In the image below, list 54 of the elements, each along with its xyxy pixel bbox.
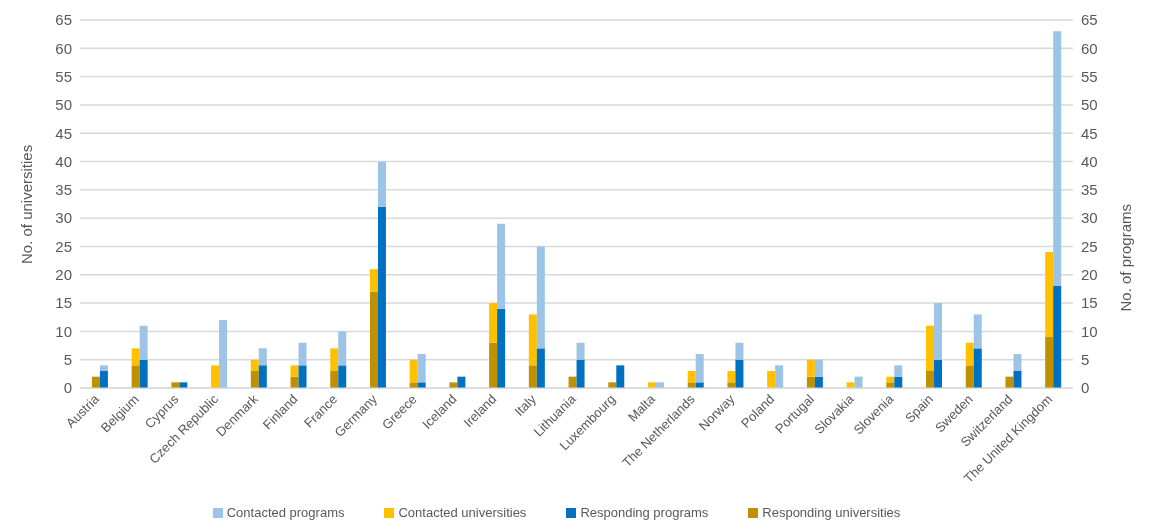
legend-label: Contacted programs (226, 505, 345, 520)
bar (973, 314, 982, 349)
y2-tick-label: 40 (1081, 152, 1098, 170)
y2-tick-label: 0 (1081, 379, 1090, 397)
legend-label: Contacted universities (398, 505, 527, 520)
bar (369, 269, 378, 292)
y-tick-label: 55 (55, 67, 72, 85)
y-tick-label: 50 (55, 96, 72, 114)
y2-tick-label: 55 (1081, 67, 1098, 85)
y2-tick-label: 50 (1081, 96, 1098, 114)
bar (139, 325, 148, 360)
y-tick-label: 65 (55, 11, 72, 29)
bar (735, 359, 744, 388)
bar (695, 354, 704, 383)
y-axis-title: No. of universities (18, 144, 36, 264)
y2-tick-label: 45 (1081, 124, 1098, 142)
y2-tick-label: 5 (1081, 351, 1090, 369)
y2-tick-label: 30 (1081, 209, 1098, 227)
y2-tick-label: 20 (1081, 266, 1098, 284)
bar (536, 246, 545, 349)
y-tick-label: 5 (63, 351, 72, 369)
bar (1053, 31, 1062, 287)
y-tick-label: 35 (55, 181, 72, 199)
bar (377, 161, 386, 207)
y-tick-label: 25 (55, 237, 72, 255)
y2-tick-label: 60 (1081, 39, 1098, 57)
y2-tick-label: 15 (1081, 294, 1098, 312)
bar (576, 359, 585, 388)
y-tick-label: 30 (55, 209, 72, 227)
legend-label: Responding universities (762, 505, 901, 520)
bar (1013, 354, 1022, 372)
x-tick-label: Italy (511, 391, 540, 419)
y-tick-label: 10 (55, 322, 72, 340)
legend-label: Responding programs (580, 505, 709, 520)
y2-tick-label: 25 (1081, 237, 1098, 255)
bar (298, 342, 307, 366)
bar (99, 365, 108, 372)
y-tick-label: 0 (63, 379, 72, 397)
y-tick-label: 20 (55, 266, 72, 284)
y-tick-label: 60 (55, 39, 72, 57)
y-tick-label: 15 (55, 294, 72, 312)
y2-tick-label: 35 (1081, 181, 1098, 199)
y-tick-label: 40 (55, 152, 72, 170)
y2-tick-label: 65 (1081, 11, 1098, 29)
bar (894, 365, 903, 377)
bar (616, 365, 625, 388)
y2-tick-label: 10 (1081, 322, 1098, 340)
y-tick-label: 45 (55, 124, 72, 142)
bar (219, 320, 228, 388)
bar (576, 342, 585, 360)
bar (735, 342, 744, 360)
bar (258, 348, 267, 366)
y2-axis-title: No. of programs (1117, 204, 1135, 312)
bar (497, 223, 506, 309)
